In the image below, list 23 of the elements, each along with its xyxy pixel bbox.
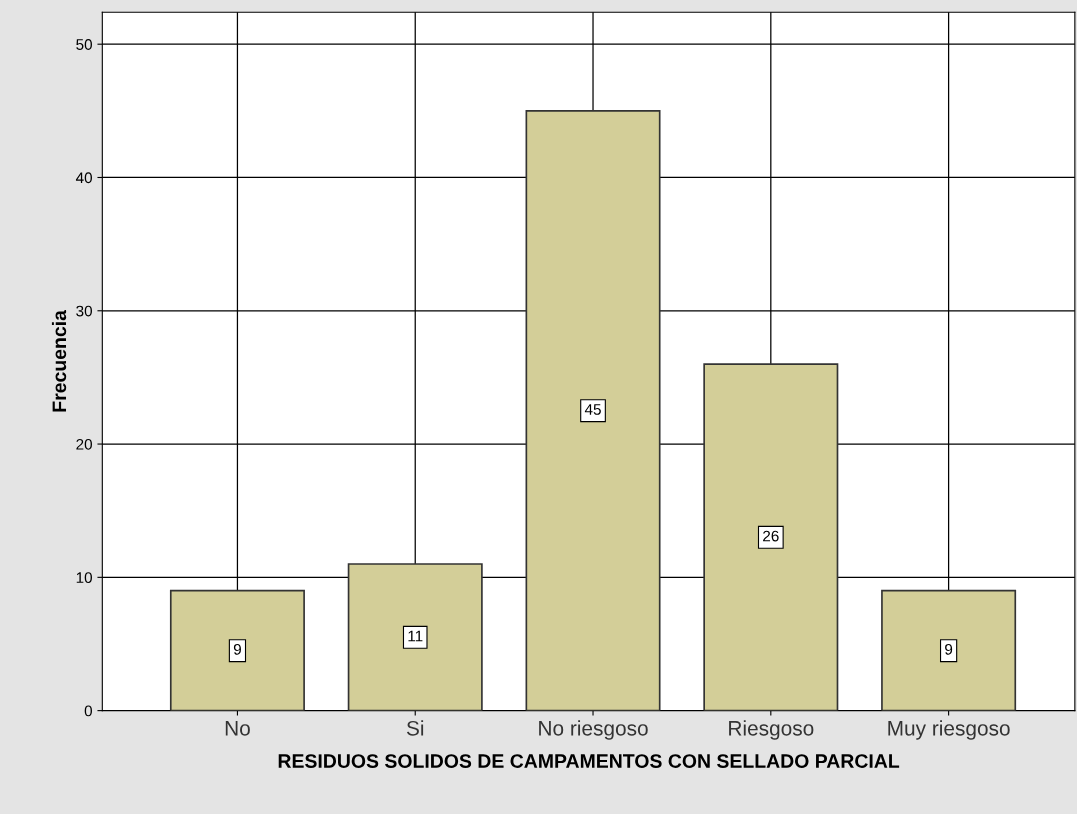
bar bbox=[703, 363, 839, 711]
bar bbox=[525, 110, 661, 711]
data-label: 9 bbox=[945, 643, 953, 655]
x-tick-label: Riesgoso bbox=[729, 720, 814, 740]
bar bbox=[169, 589, 305, 711]
x-axis-title: RESIDUOS SOLIDOS DE CAMPAMENTOS CON SELLADO PARCIAL bbox=[278, 754, 900, 768]
data-label: 11 bbox=[408, 630, 423, 642]
data-label: 9 bbox=[233, 643, 241, 655]
y-tick-label: 0 bbox=[84, 705, 92, 717]
x-tick-label: No bbox=[225, 721, 250, 736]
bar bbox=[881, 589, 1017, 711]
y-tick-label: 10 bbox=[76, 572, 92, 584]
y-tick-label: 30 bbox=[76, 305, 92, 317]
y-tick-label: 40 bbox=[75, 172, 92, 184]
x-tick-label: Si bbox=[406, 720, 424, 736]
data-label: 45 bbox=[584, 404, 601, 415]
y-tick-label: 20 bbox=[76, 438, 92, 450]
y-axis-title: Frecuencia bbox=[51, 309, 67, 412]
x-tick-label: No riesgoso bbox=[539, 720, 648, 740]
bar bbox=[347, 563, 483, 711]
data-label: 26 bbox=[763, 530, 779, 542]
x-tick-label: Muy riesgoso bbox=[888, 720, 1010, 740]
y-tick-label: 50 bbox=[76, 39, 92, 50]
